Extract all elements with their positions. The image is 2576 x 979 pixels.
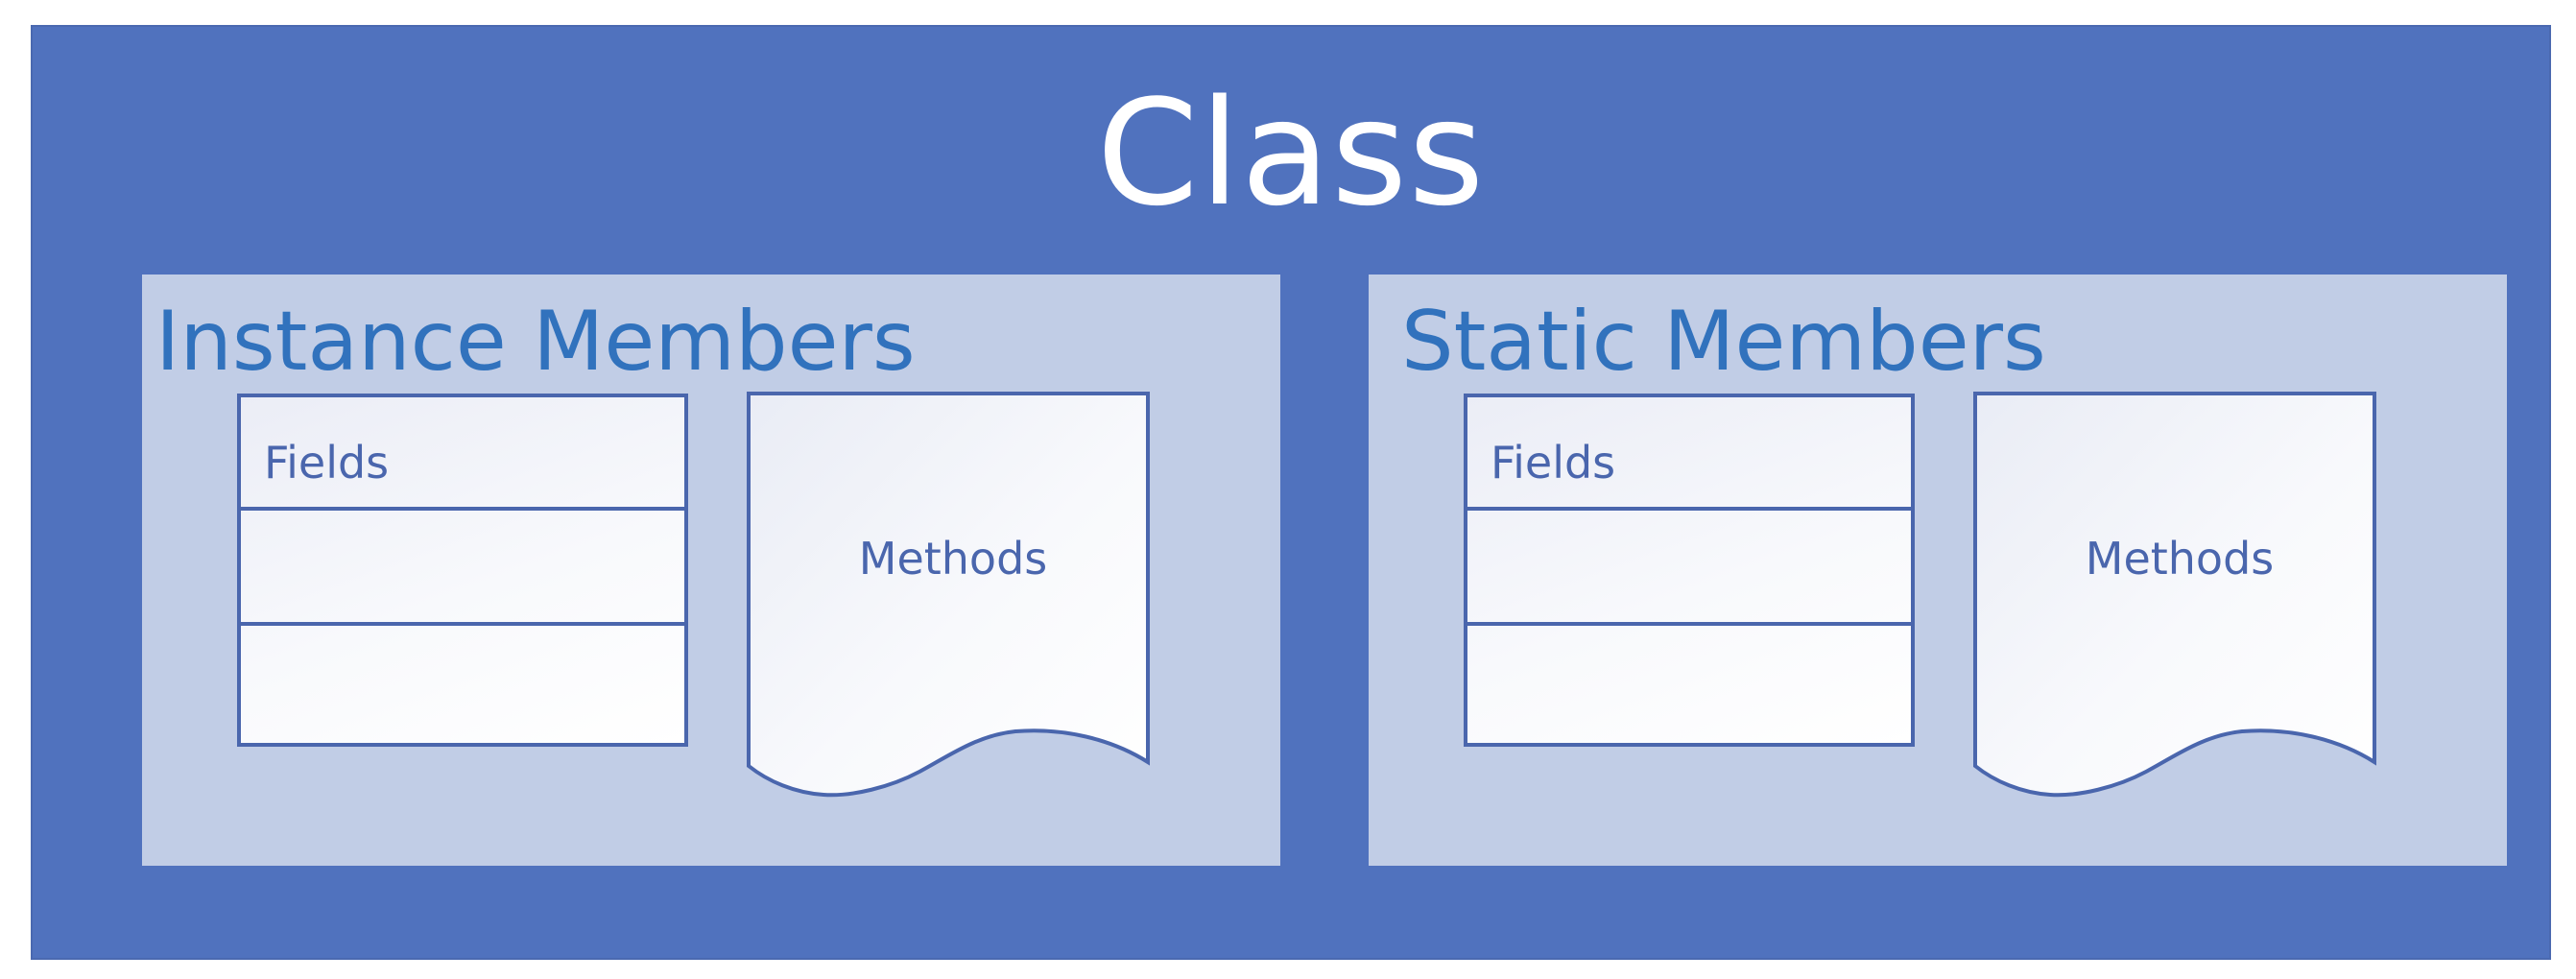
fields-row [241, 513, 684, 626]
fields-row [1467, 630, 1911, 743]
static-fields-label: Fields [1491, 437, 1616, 489]
document-shape-icon [1973, 392, 2376, 798]
instance-members-title: Instance Members [155, 294, 916, 390]
fields-row: Fields [1467, 397, 1911, 511]
fields-row: Fields [241, 397, 684, 511]
static-members-title: Static Members [1401, 294, 2046, 390]
static-members-panel: Static Members Fields [1369, 275, 2507, 866]
instance-methods-label: Methods [858, 533, 1048, 585]
static-fields-table: Fields [1464, 394, 1915, 747]
fields-row [241, 630, 684, 743]
instance-fields-table: Fields [237, 394, 688, 747]
class-container: Class Instance Members Fields [31, 25, 2551, 960]
instance-members-panel: Instance Members Fields [142, 275, 1280, 866]
fields-row [1467, 513, 1911, 626]
document-shape-icon [747, 392, 1150, 798]
instance-fields-label: Fields [264, 437, 390, 489]
class-title: Class [1096, 68, 1486, 238]
instance-methods-document: Methods [747, 392, 1159, 804]
static-methods-document: Methods [1973, 392, 2386, 804]
static-methods-label: Methods [2085, 533, 2275, 585]
